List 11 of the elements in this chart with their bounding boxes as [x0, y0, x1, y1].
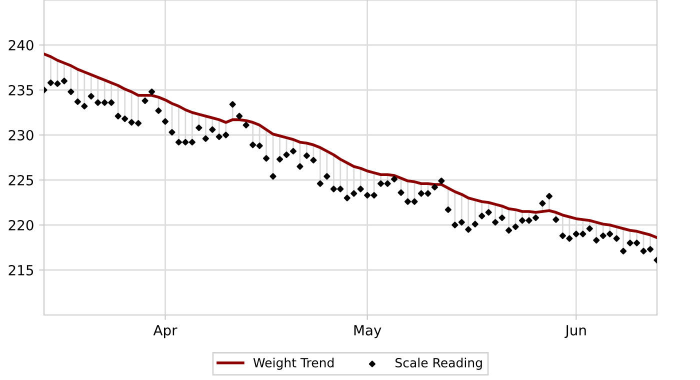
legend-label: Weight Trend	[253, 358, 334, 370]
y-tick-label: 220	[8, 220, 34, 230]
y-tick-label: 240	[8, 40, 34, 50]
x-tick-label: Jun	[564, 325, 586, 338]
x-tick-label: Apr	[153, 325, 178, 338]
y-tick-label: 215	[8, 264, 34, 276]
y-tick-label: 235	[8, 84, 34, 96]
y-tick-label: 225	[8, 174, 34, 186]
y-tick-label: 230	[8, 130, 34, 140]
x-tick-label: May	[354, 325, 382, 338]
legend-label: Scale Reading	[396, 358, 482, 370]
